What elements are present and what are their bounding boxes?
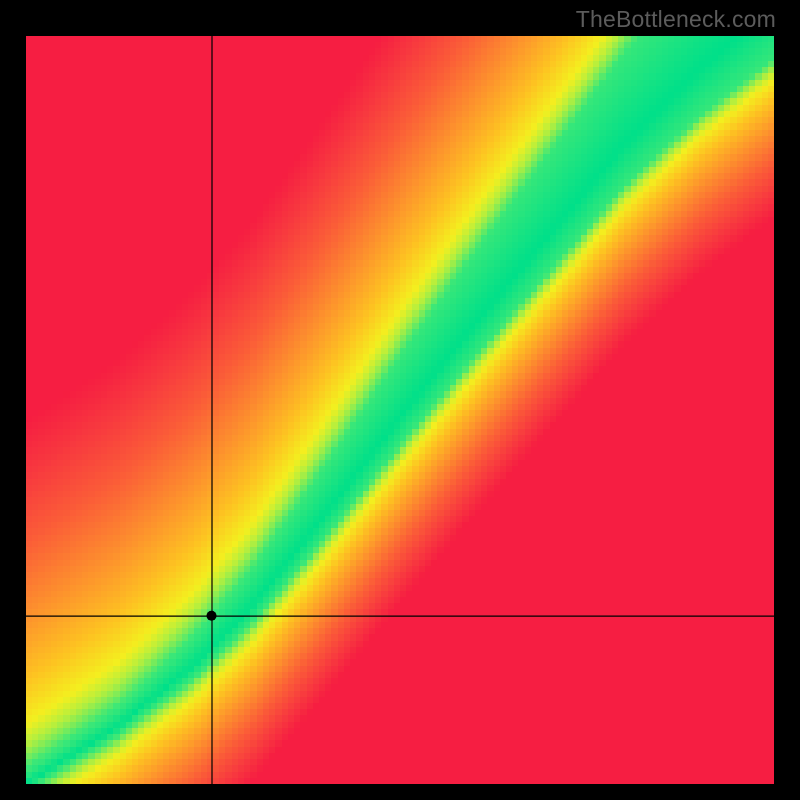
bottleneck-heatmap [26,36,774,784]
plot-area [26,36,774,784]
chart-frame: TheBottleneck.com [0,0,800,800]
attribution-text: TheBottleneck.com [576,6,776,33]
